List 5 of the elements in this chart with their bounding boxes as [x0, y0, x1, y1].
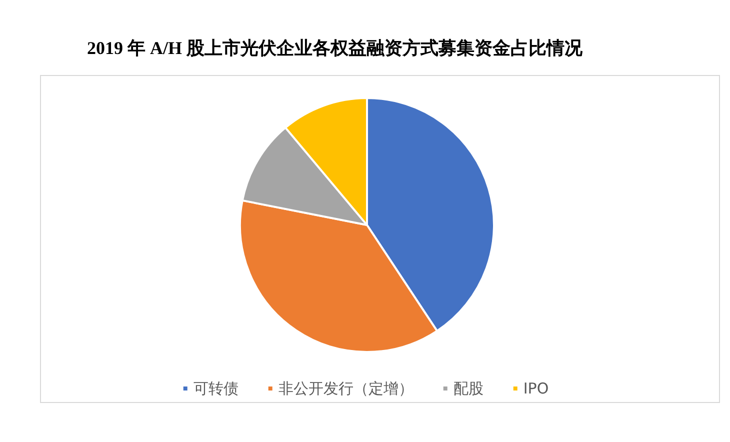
legend-label: 配股 [453, 380, 484, 398]
chart-title: 2019 年 A/H 股上市光伏企业各权益融资方式募集资金占比情况 [87, 38, 584, 58]
legend-label: IPO [523, 380, 549, 398]
legend-label: 可转债 [193, 380, 238, 398]
legend-label: 非公开发行（定增） [278, 380, 414, 398]
